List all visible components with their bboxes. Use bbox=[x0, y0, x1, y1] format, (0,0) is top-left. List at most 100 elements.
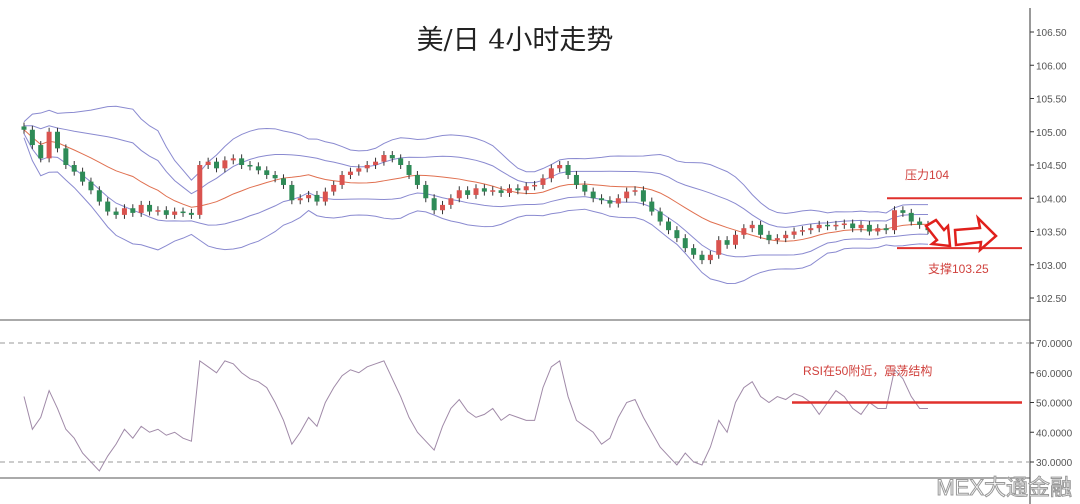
rsi-line bbox=[23, 359, 928, 472]
candle bbox=[255, 166, 261, 171]
candle bbox=[398, 158, 404, 165]
candle bbox=[239, 158, 245, 165]
candle bbox=[147, 204, 153, 212]
candle bbox=[105, 201, 111, 212]
candle bbox=[280, 178, 286, 185]
candle bbox=[230, 158, 236, 161]
candle bbox=[674, 230, 680, 239]
candle bbox=[381, 155, 387, 162]
candle bbox=[875, 228, 881, 232]
candle bbox=[532, 184, 538, 187]
candle bbox=[515, 188, 521, 191]
candle bbox=[758, 224, 764, 235]
candle bbox=[322, 191, 328, 202]
candle bbox=[816, 224, 822, 229]
candle bbox=[808, 228, 814, 231]
candle bbox=[540, 178, 546, 185]
candle bbox=[423, 184, 429, 199]
candle bbox=[214, 161, 220, 169]
candle bbox=[749, 224, 755, 229]
candle bbox=[247, 165, 253, 167]
resistance-label: 压力104 bbox=[905, 168, 950, 182]
rsi-tick-label: 30.0000 bbox=[1036, 458, 1073, 469]
candle bbox=[197, 165, 203, 215]
candle bbox=[163, 210, 169, 215]
candle bbox=[289, 184, 295, 201]
candle bbox=[71, 165, 77, 172]
candle bbox=[506, 188, 512, 193]
candle bbox=[908, 212, 914, 222]
candle bbox=[841, 223, 847, 226]
candle bbox=[732, 234, 738, 245]
candle bbox=[314, 194, 320, 202]
candle bbox=[481, 188, 487, 192]
candle bbox=[130, 208, 136, 213]
candle bbox=[406, 165, 412, 175]
price-tick-label: 104.50 bbox=[1036, 161, 1067, 172]
price-tick-label: 105.50 bbox=[1036, 95, 1067, 106]
price-tick-label: 102.50 bbox=[1036, 294, 1067, 305]
chart-title: 美/日 4小时走势 bbox=[416, 25, 614, 56]
candle bbox=[615, 198, 621, 204]
candle bbox=[96, 190, 102, 202]
candle bbox=[582, 184, 588, 192]
rsi-tick-label: 60.0000 bbox=[1036, 369, 1073, 380]
candle bbox=[440, 204, 446, 211]
candle bbox=[590, 191, 596, 199]
candle bbox=[264, 170, 270, 175]
candle bbox=[155, 210, 161, 212]
candle bbox=[917, 221, 923, 225]
candle bbox=[297, 198, 303, 201]
candle bbox=[791, 231, 797, 235]
candle bbox=[465, 190, 471, 195]
price-tick-label: 106.50 bbox=[1036, 28, 1067, 39]
rsi-tick-label: 70.0000 bbox=[1036, 339, 1073, 350]
candle bbox=[716, 240, 722, 255]
candle bbox=[632, 190, 638, 192]
support-label: 支撑103.25 bbox=[928, 262, 989, 276]
candle bbox=[565, 165, 571, 175]
candle bbox=[691, 248, 697, 255]
candle bbox=[624, 191, 630, 199]
candle bbox=[666, 221, 672, 231]
candle bbox=[707, 254, 713, 261]
brand-logo: MEX大通金融 bbox=[936, 475, 1073, 501]
bollinger-upper bbox=[23, 105, 929, 214]
bollinger-inner-upper bbox=[24, 125, 929, 228]
candle bbox=[825, 224, 831, 227]
candle bbox=[80, 171, 86, 182]
candle bbox=[900, 210, 906, 213]
candle bbox=[657, 211, 663, 222]
bollinger-inner-lower bbox=[23, 133, 929, 258]
candle bbox=[364, 165, 370, 169]
candle bbox=[557, 165, 563, 169]
candle bbox=[858, 224, 864, 229]
candle bbox=[331, 184, 337, 192]
candle bbox=[205, 161, 211, 165]
price-tick-label: 106.00 bbox=[1036, 61, 1067, 72]
candle bbox=[607, 200, 613, 204]
candle bbox=[649, 201, 655, 212]
candle bbox=[448, 198, 454, 205]
candle bbox=[373, 161, 379, 165]
rsi-tick-label: 40.0000 bbox=[1036, 428, 1073, 439]
candle bbox=[222, 160, 228, 169]
candle bbox=[783, 234, 789, 239]
rsi-annotation-label: RSI在50附近，震荡结构 bbox=[803, 364, 933, 378]
candle bbox=[347, 171, 353, 175]
candle bbox=[833, 224, 839, 227]
candle bbox=[54, 131, 60, 149]
rsi-tick-label: 50.0000 bbox=[1036, 399, 1073, 410]
candle bbox=[88, 181, 94, 191]
candle bbox=[138, 204, 144, 213]
candle bbox=[892, 210, 898, 231]
candle bbox=[724, 240, 730, 245]
candle bbox=[63, 148, 69, 165]
candle bbox=[29, 129, 35, 146]
candle bbox=[306, 194, 312, 199]
candle bbox=[799, 230, 805, 232]
candle bbox=[699, 254, 705, 261]
candle bbox=[490, 190, 496, 192]
candle bbox=[548, 168, 554, 179]
candle bbox=[431, 198, 437, 211]
